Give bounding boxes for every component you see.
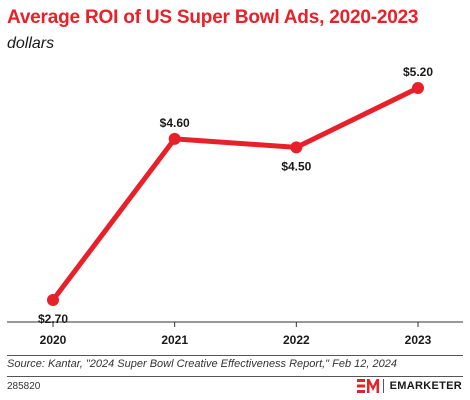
x-tick-label: 2022 — [283, 333, 310, 347]
footer-divider — [7, 376, 463, 377]
x-tick-label: 2023 — [405, 333, 432, 347]
data-label: $4.60 — [160, 116, 190, 130]
x-tick-label: 2021 — [161, 333, 188, 347]
logo-divider — [382, 379, 384, 393]
emarketer-logo-icon — [356, 379, 379, 393]
brand-logo: EMARKETER — [356, 379, 462, 393]
brand-name: EMARKETER — [389, 380, 462, 392]
data-point — [412, 82, 424, 94]
data-label: $2.70 — [38, 312, 68, 326]
data-point — [47, 294, 59, 306]
x-tick-label: 2020 — [40, 333, 67, 347]
chart-id: 285820 — [7, 381, 41, 392]
source-divider — [7, 355, 463, 356]
series-line — [50, 85, 421, 303]
data-label: $5.20 — [403, 65, 433, 79]
data-label: $4.50 — [281, 159, 311, 173]
chart-title: Average ROI of US Super Bowl Ads, 2020-2… — [7, 7, 419, 28]
source-note: Source: Kantar, "2024 Super Bowl Creativ… — [7, 358, 397, 370]
data-point — [290, 141, 303, 154]
data-point — [168, 132, 181, 145]
chart-subtitle: dollars — [7, 35, 55, 52]
